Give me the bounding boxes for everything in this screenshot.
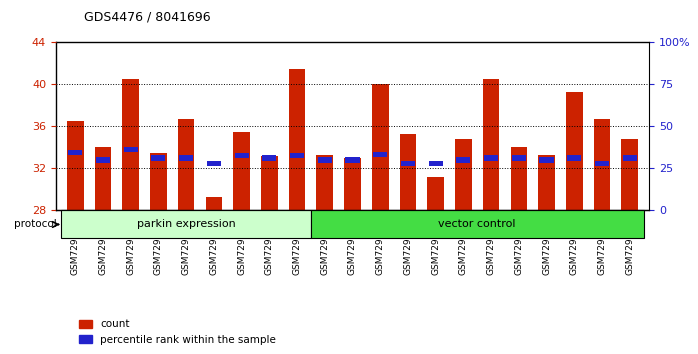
Bar [235, 153, 248, 159]
Text: protocol: protocol [15, 219, 57, 229]
Bar [311, 211, 644, 239]
Bar [96, 158, 110, 163]
Bar [567, 155, 581, 161]
Bar [316, 155, 333, 211]
Bar [401, 161, 415, 166]
Bar [289, 69, 305, 211]
Bar [124, 147, 138, 152]
Bar [566, 92, 583, 211]
Bar [512, 155, 526, 161]
Bar [261, 156, 278, 211]
Bar [540, 158, 554, 163]
Bar [427, 177, 444, 211]
Bar [179, 155, 193, 161]
Bar [372, 85, 389, 211]
Bar [429, 161, 443, 166]
Bar [207, 161, 221, 166]
Text: GDS4476 / 8041696: GDS4476 / 8041696 [84, 11, 210, 24]
Bar [95, 148, 111, 211]
Text: vector control: vector control [438, 219, 516, 229]
Bar [455, 139, 472, 211]
Legend: count, percentile rank within the sample: count, percentile rank within the sample [75, 315, 280, 349]
Bar [262, 155, 276, 161]
Bar [346, 158, 359, 163]
Bar [621, 139, 638, 211]
Bar [318, 158, 332, 163]
Bar [594, 119, 610, 211]
Bar [178, 119, 195, 211]
Bar [290, 153, 304, 159]
Bar [538, 155, 555, 211]
Bar [67, 121, 84, 211]
Bar [400, 134, 416, 211]
Bar [623, 155, 637, 161]
Bar [595, 161, 609, 166]
Text: parkin expression: parkin expression [137, 219, 235, 229]
Bar [373, 152, 387, 158]
Bar [151, 155, 165, 161]
Bar [510, 148, 527, 211]
Bar [484, 155, 498, 161]
Bar [233, 132, 250, 211]
Bar [122, 79, 139, 211]
Bar [150, 153, 167, 211]
Bar [344, 158, 361, 211]
Bar [456, 158, 470, 163]
Bar [61, 211, 311, 239]
Bar [205, 197, 222, 211]
Bar [68, 150, 82, 155]
Bar [483, 79, 500, 211]
